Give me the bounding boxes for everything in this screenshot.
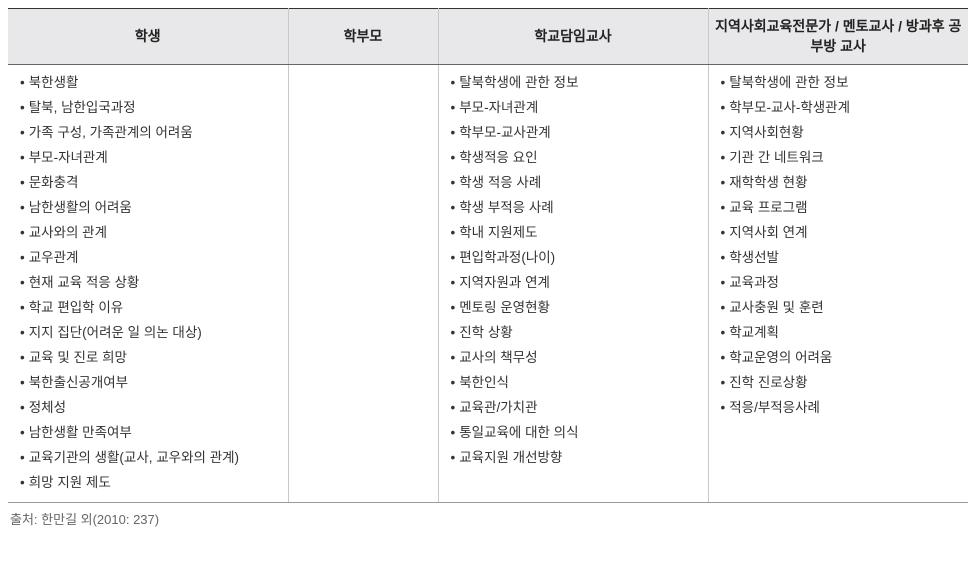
- list-item: 탈북학생에 관한 정보: [721, 71, 959, 96]
- list-item: 지역사회현황: [721, 121, 959, 146]
- list-item: 부모-자녀관계: [451, 96, 698, 121]
- list-item: 부모-자녀관계: [20, 146, 278, 171]
- list-item: 탈북, 남한입국과정: [20, 96, 278, 121]
- list-item: 희망 지원 제도: [20, 471, 278, 496]
- list-item: 학교운영의 어려움: [721, 346, 959, 371]
- list-item: 학생적응 요인: [451, 146, 698, 171]
- list-item: 문화충격: [20, 171, 278, 196]
- list-item: 교육지원 개선방향: [451, 446, 698, 471]
- list-student: 북한생활탈북, 남한입국과정가족 구성, 가족관계의 어려움부모-자녀관계문화충…: [20, 71, 278, 495]
- list-item: 학부모-교사관계: [451, 121, 698, 146]
- list-item: 지지 집단(어려운 일 의논 대상): [20, 321, 278, 346]
- list-item: 학교계획: [721, 321, 959, 346]
- list-community: 탈북학생에 관한 정보학부모-교사-학생관계지역사회현황기관 간 네트워크재학학…: [721, 71, 959, 421]
- list-item: 편입학과정(나이): [451, 246, 698, 271]
- header-parent: 학부모: [288, 9, 438, 65]
- list-item: 학생 부적응 사례: [451, 196, 698, 221]
- list-item: 지역자원과 연계: [451, 271, 698, 296]
- list-item: 북한출신공개여부: [20, 371, 278, 396]
- list-item: 현재 교육 적응 상황: [20, 271, 278, 296]
- list-item: 기관 간 네트워크: [721, 146, 959, 171]
- list-item: 교육 및 진로 희망: [20, 346, 278, 371]
- list-item: 통일교육에 대한 의식: [451, 421, 698, 446]
- list-item: 학부모-교사-학생관계: [721, 96, 959, 121]
- list-item: 교사와의 관계: [20, 221, 278, 246]
- list-item: 교육 프로그램: [721, 196, 959, 221]
- cell-student: 북한생활탈북, 남한입국과정가족 구성, 가족관계의 어려움부모-자녀관계문화충…: [8, 65, 288, 502]
- list-item: 교육과정: [721, 271, 959, 296]
- list-item: 남한생활의 어려움: [20, 196, 278, 221]
- list-item: 학교 편입학 이유: [20, 296, 278, 321]
- cell-community: 탈북학생에 관한 정보학부모-교사-학생관계지역사회현황기관 간 네트워크재학학…: [708, 65, 968, 502]
- list-item: 남한생활 만족여부: [20, 421, 278, 446]
- list-item: 북한인식: [451, 371, 698, 396]
- header-community: 지역사회교육전문가 / 멘토교사 / 방과후 공부방 교사: [708, 9, 968, 65]
- list-item: 가족 구성, 가족관계의 어려움: [20, 121, 278, 146]
- list-item: 북한생활: [20, 71, 278, 96]
- source-citation: 출처: 한만길 외(2010: 237): [8, 509, 968, 528]
- cell-parent: [288, 65, 438, 502]
- list-item: 적응/부적응사례: [721, 396, 959, 421]
- list-item: 교육기관의 생활(교사, 교우와의 관계): [20, 446, 278, 471]
- list-item: 교육관/가치관: [451, 396, 698, 421]
- list-item: 학내 지원제도: [451, 221, 698, 246]
- table-header-row: 학생 학부모 학교담임교사 지역사회교육전문가 / 멘토교사 / 방과후 공부방…: [8, 9, 968, 65]
- list-item: 학생선발: [721, 246, 959, 271]
- list-item: 멘토링 운영현황: [451, 296, 698, 321]
- header-teacher: 학교담임교사: [438, 9, 708, 65]
- list-item: 진학 상황: [451, 321, 698, 346]
- cell-teacher: 탈북학생에 관한 정보부모-자녀관계학부모-교사관계학생적응 요인학생 적응 사…: [438, 65, 708, 502]
- list-item: 지역사회 연계: [721, 221, 959, 246]
- interview-topics-table: 학생 학부모 학교담임교사 지역사회교육전문가 / 멘토교사 / 방과후 공부방…: [8, 8, 968, 503]
- list-item: 재학학생 현황: [721, 171, 959, 196]
- table-body-row: 북한생활탈북, 남한입국과정가족 구성, 가족관계의 어려움부모-자녀관계문화충…: [8, 65, 968, 502]
- list-teacher: 탈북학생에 관한 정보부모-자녀관계학부모-교사관계학생적응 요인학생 적응 사…: [451, 71, 698, 471]
- list-item: 교사충원 및 훈련: [721, 296, 959, 321]
- list-item: 탈북학생에 관한 정보: [451, 71, 698, 96]
- list-item: 진학 진로상황: [721, 371, 959, 396]
- list-item: 교사의 책무성: [451, 346, 698, 371]
- list-item: 학생 적응 사례: [451, 171, 698, 196]
- list-item: 교우관계: [20, 246, 278, 271]
- header-student: 학생: [8, 9, 288, 65]
- list-item: 정체성: [20, 396, 278, 421]
